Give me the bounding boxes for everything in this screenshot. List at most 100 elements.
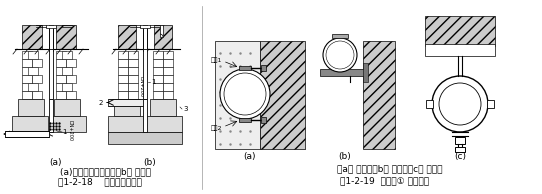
- Bar: [261, 65, 266, 71]
- Bar: [153, 83, 163, 91]
- Bar: [215, 41, 260, 149]
- Bar: [28, 51, 37, 59]
- Bar: [455, 147, 465, 152]
- Bar: [28, 83, 37, 91]
- Bar: [108, 116, 144, 132]
- Bar: [66, 91, 75, 99]
- Circle shape: [220, 69, 270, 119]
- Bar: [66, 75, 75, 83]
- Bar: [487, 100, 494, 108]
- Bar: [118, 59, 127, 67]
- Bar: [118, 51, 127, 59]
- Bar: [150, 99, 176, 116]
- Bar: [22, 75, 31, 83]
- Bar: [154, 25, 172, 49]
- Bar: [62, 67, 72, 75]
- Bar: [118, 75, 127, 83]
- Bar: [146, 116, 182, 132]
- Bar: [363, 41, 395, 149]
- Bar: [128, 75, 138, 83]
- Text: (a): (a): [49, 158, 61, 166]
- Bar: [50, 116, 86, 132]
- Bar: [118, 67, 127, 75]
- Text: DN+200: DN+200: [139, 75, 144, 96]
- Bar: [49, 25, 53, 51]
- Bar: [32, 91, 42, 99]
- Bar: [66, 59, 75, 67]
- Text: 1: 1: [151, 79, 156, 85]
- Text: 卡扨2: 卡扨2: [210, 125, 222, 131]
- Bar: [260, 41, 305, 149]
- Text: 2: 2: [99, 100, 103, 106]
- Bar: [32, 75, 42, 83]
- Bar: [49, 99, 53, 132]
- Bar: [22, 91, 31, 99]
- Bar: [160, 25, 163, 37]
- Bar: [320, 69, 365, 76]
- Bar: [56, 83, 66, 91]
- Bar: [140, 25, 150, 28]
- Text: 1: 1: [62, 129, 67, 135]
- Bar: [22, 83, 31, 91]
- Text: (a): (a): [244, 152, 256, 160]
- Bar: [153, 51, 163, 59]
- Text: (a)从浅基础下通过；（b） 穿基础: (a)从浅基础下通过；（b） 穿基础: [60, 167, 151, 177]
- Bar: [62, 51, 72, 59]
- Bar: [163, 51, 172, 59]
- Bar: [32, 59, 42, 67]
- Bar: [108, 99, 146, 106]
- Bar: [108, 132, 182, 144]
- Bar: [128, 83, 138, 91]
- Bar: [56, 67, 66, 75]
- Bar: [22, 25, 42, 49]
- Bar: [363, 63, 368, 82]
- Bar: [62, 83, 72, 91]
- Text: 图1-2-18    引入管进入建筑: 图1-2-18 引入管进入建筑: [58, 178, 142, 186]
- Text: 3: 3: [183, 106, 188, 112]
- Bar: [56, 59, 66, 67]
- Bar: [163, 59, 172, 67]
- Bar: [143, 99, 147, 132]
- Bar: [128, 51, 138, 59]
- Bar: [22, 59, 31, 67]
- Bar: [56, 25, 76, 49]
- Bar: [22, 67, 31, 75]
- Bar: [12, 116, 48, 132]
- Bar: [56, 75, 66, 83]
- Text: 图1-2-19  支、吐① 暖通南社: 图1-2-19 支、吐① 暖通南社: [340, 177, 430, 185]
- Bar: [118, 83, 127, 91]
- Bar: [153, 91, 163, 99]
- Bar: [128, 59, 138, 67]
- Bar: [153, 59, 163, 67]
- Circle shape: [323, 38, 357, 72]
- Bar: [128, 67, 138, 75]
- Bar: [426, 100, 433, 108]
- Bar: [163, 83, 172, 91]
- Bar: [118, 91, 127, 99]
- Bar: [153, 67, 163, 75]
- Bar: [143, 49, 147, 99]
- Bar: [153, 75, 163, 83]
- Text: DN+200: DN+200: [68, 120, 73, 140]
- Bar: [332, 34, 348, 38]
- Bar: [22, 51, 31, 59]
- Bar: [54, 99, 80, 116]
- Bar: [49, 49, 53, 99]
- Bar: [114, 99, 140, 116]
- Bar: [425, 16, 495, 46]
- Bar: [163, 75, 172, 83]
- Bar: [163, 67, 172, 75]
- Bar: [261, 117, 266, 123]
- Bar: [239, 66, 251, 70]
- Bar: [143, 25, 147, 51]
- Bar: [56, 91, 66, 99]
- Bar: [128, 91, 138, 99]
- Bar: [28, 67, 37, 75]
- Bar: [56, 51, 66, 59]
- Text: (b): (b): [339, 152, 351, 160]
- Bar: [425, 44, 495, 56]
- Bar: [118, 25, 136, 49]
- Text: (c): (c): [454, 152, 466, 160]
- Bar: [239, 118, 251, 122]
- Bar: [163, 91, 172, 99]
